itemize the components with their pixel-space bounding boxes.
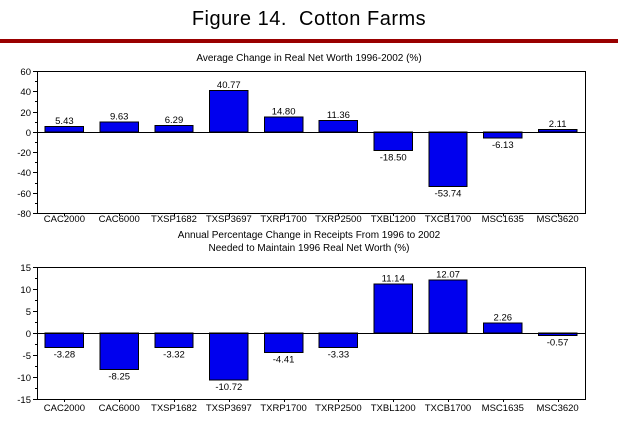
y-tick-label: 20 [20,108,31,119]
bar-value-label: -10.72 [215,382,242,393]
bar-value-label: -0.57 [547,338,569,349]
bar-CAC6000 [99,121,139,133]
bar-TXSP3697 [209,90,249,133]
bar-value-label: 40.77 [217,80,241,91]
y-tick-label: 0 [26,329,31,340]
bar-value-label: -53.74 [435,188,462,199]
y-tick-label: 0 [26,128,31,139]
bar-TXSP3697 [209,332,249,381]
bar-TXSP1682 [154,332,194,349]
y-tick-label: 15 [20,263,31,274]
category-label: MSC3620 [536,403,578,414]
y-tick-label: 10 [20,285,31,296]
category-label: TXRP2500 [315,403,361,414]
y-tick-label: -60 [17,189,31,200]
bar-CAC2000 [44,332,85,348]
net-worth-change-chart: 60 40 20 0 -20 -40 -60 -80 5.43 CAC2000 9.63 CAC600… [17,67,586,225]
bar-MSC1635 [483,131,523,139]
category-label: TXRP1700 [260,214,306,225]
y-tick-label: 60 [20,67,31,78]
category-label: TXBL1200 [371,403,416,414]
y-tick-label: -80 [17,209,31,220]
title-divider [0,39,618,43]
bar-value-label: 11.14 [382,274,405,285]
chart2-title-line2: Needed to Maintain 1996 Real Net Worth (… [208,243,410,254]
bar-CAC2000 [44,125,85,133]
bar-MSC3620 [537,129,578,133]
category-label: MSC1635 [482,214,524,225]
y-tick-label: -40 [17,168,31,179]
figure-title: Figure 14. Cotton Farms [191,8,427,30]
category-label: TXSP3697 [206,403,252,414]
bar-value-label: 5.43 [55,116,74,127]
bar-value-label: -4.41 [273,354,295,365]
bar-value-label: -6.13 [492,140,514,151]
y-tick-label: -20 [17,148,31,159]
bar-value-label: 9.63 [110,112,129,123]
bar-TXRP1700 [263,116,304,133]
bar-MSC1635 [483,322,523,334]
bar-value-label: -8.25 [108,371,130,382]
bar-value-label: 6.29 [165,115,184,126]
bar-TXBL1200 [373,283,413,334]
y-tick-label: 5 [26,307,31,318]
bar-value-label: 2.26 [494,313,513,324]
bar-value-label: 14.80 [272,106,296,117]
bar-TXSP1682 [154,125,194,133]
category-label: CAC2000 [44,214,85,225]
category-label: TXSP3697 [206,214,252,225]
bar-value-label: -3.32 [163,350,185,361]
category-label: TXSP1682 [151,214,197,225]
category-label: TXBL1200 [371,214,416,225]
bar-TXCB1700 [428,279,468,334]
chart1-title: Average Change in Real Net Worth 1996-20… [196,53,422,64]
bar-value-label: 12.07 [436,269,460,280]
category-label: MSC3620 [536,214,578,225]
y-tick-label: -15 [17,395,31,406]
y-tick-label: -5 [23,351,31,362]
bar-value-label: -3.33 [328,350,350,361]
category-label: CAC6000 [99,214,140,225]
chart2-title-line1: Annual Percentage Change in Receipts Fro… [177,230,441,241]
category-label: TXCB1700 [425,403,471,414]
category-label: TXRP2500 [315,214,361,225]
bar-value-label: 11.36 [327,110,350,121]
bar-TXRP1700 [263,332,304,353]
category-label: CAC6000 [99,403,140,414]
y-tick-label: 40 [20,87,31,98]
bar-value-label: -18.50 [380,153,407,164]
bar-value-label: 2.11 [549,119,567,130]
bar-TXRP2500 [318,119,359,133]
bar-CAC6000 [99,332,139,370]
category-label: TXSP1682 [151,403,197,414]
bar-value-label: -3.28 [54,349,76,360]
bar-TXBL1200 [373,131,413,152]
bar-TXCB1700 [428,131,468,187]
y-tick-label: -10 [17,373,31,384]
category-label: CAC2000 [44,403,85,414]
category-label: MSC1635 [482,403,524,414]
bar-TXRP2500 [318,332,359,349]
category-label: TXCB1700 [425,214,471,225]
receipts-change-chart: 15 10 5 0 -5 -10 -15 -3.28 CAC2000 -8.25 CAC6000 -3… [17,263,586,414]
category-label: TXRP1700 [260,403,306,414]
